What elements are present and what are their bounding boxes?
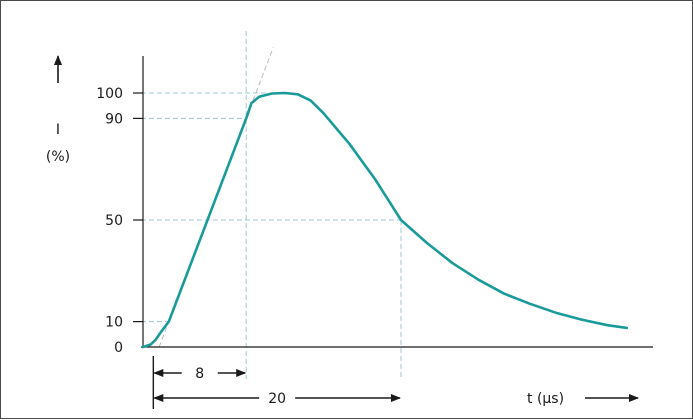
series-group <box>141 91 629 349</box>
y-tick-labels: 0 10 50 90 100 <box>96 86 143 356</box>
y-tick-label-0: 0 <box>114 340 123 356</box>
half-time-dimension-label: 20 <box>268 391 286 407</box>
guide-lines <box>133 31 402 379</box>
front-time-dimension-label: 8 <box>195 366 204 382</box>
y-tick-label-90: 90 <box>105 111 123 127</box>
dimension-annotations: 8 20 <box>152 356 401 409</box>
impulse-current-curve <box>141 91 629 349</box>
axes <box>141 56 653 348</box>
y-tick-label-10: 10 <box>105 315 123 331</box>
y-tick-label-100: 100 <box>96 86 123 102</box>
x-axis-label: t (µs) <box>527 391 564 407</box>
y-axis-label: I <box>56 122 60 138</box>
y-axis-unit: (%) <box>46 149 70 165</box>
y-tick-label-50: 50 <box>105 213 123 229</box>
